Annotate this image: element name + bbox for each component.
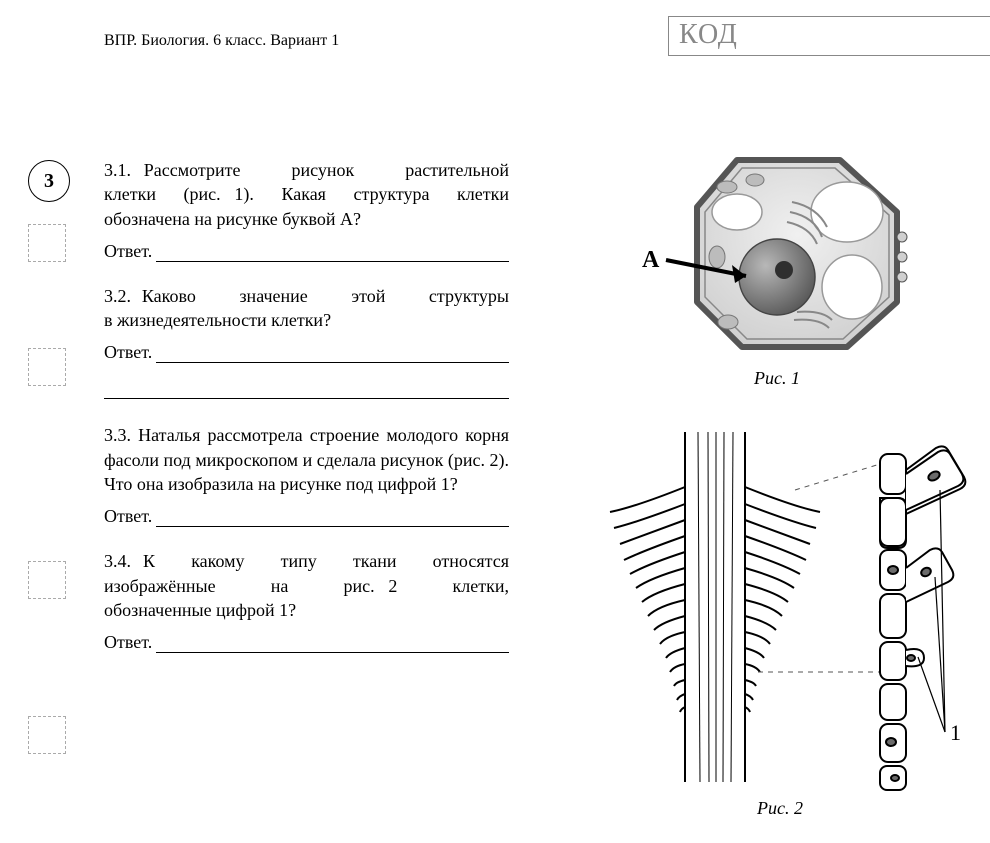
label-1-pointers	[918, 490, 945, 732]
score-checkbox-2[interactable]	[28, 348, 66, 386]
vacuole-icon	[712, 194, 762, 230]
vacuole-icon	[811, 182, 883, 242]
answer-blank[interactable]	[156, 244, 509, 262]
code-label: КОД	[679, 19, 738, 50]
projection-line	[795, 464, 880, 490]
questions-column: 3.1. Рассмотрите рисунок растительной кл…	[104, 158, 509, 667]
root-hairs-left	[610, 487, 685, 712]
question-3-1: 3.1. Рассмотрите рисунок растительной кл…	[104, 158, 509, 262]
plant-cell-diagram: А	[622, 142, 932, 362]
answer-label: Ответ.	[104, 632, 152, 653]
score-checkbox-1[interactable]	[28, 224, 66, 262]
figure-1: А Рис. 1	[622, 142, 932, 389]
answer-line-3-3[interactable]: Ответ.	[104, 506, 509, 527]
root-hairs-right	[745, 487, 820, 712]
nucleolus-icon	[775, 261, 793, 279]
answer-line-3-1[interactable]: Ответ.	[104, 241, 509, 262]
answer-label: Ответ.	[104, 241, 152, 262]
answer-blank[interactable]	[156, 345, 509, 363]
question-3-4-text: 3.4. К какому типу ткани относятся изобр…	[104, 549, 509, 622]
root-body	[685, 432, 745, 782]
vacuole-icon	[822, 255, 882, 319]
figure-1-marker: А	[642, 247, 660, 273]
question-3-3: 3.3. Наталья рассмотрела строение молодо…	[104, 423, 509, 527]
answer-line-3-2[interactable]: Ответ.	[104, 342, 509, 363]
answer-blank-extra[interactable]	[104, 377, 509, 399]
root-hair-diagram: 1	[590, 432, 970, 792]
nucleus-icon	[739, 239, 815, 315]
figure-2: 1 Рис. 2	[580, 432, 980, 819]
question-3-2: 3.2. Каково значение этой структуры в жи…	[104, 284, 509, 400]
question-3-3-text: 3.3. Наталья рассмотрела строение молодо…	[104, 423, 509, 496]
figure-2-marker: 1	[950, 720, 961, 745]
question-3-2-text: 3.2. Каково значение этой структуры в жи…	[104, 284, 509, 333]
answer-label: Ответ.	[104, 506, 152, 527]
score-checkbox-3[interactable]	[28, 561, 66, 599]
figure-1-caption: Рис. 1	[622, 368, 932, 389]
code-entry-box[interactable]: КОД	[668, 16, 990, 56]
figure-2-caption: Рис. 2	[580, 798, 980, 819]
score-checkbox-4[interactable]	[28, 716, 66, 754]
answer-blank[interactable]	[156, 635, 509, 653]
worksheet-page: ВПР. Биология. 6 класс. Вариант 1 КОД 3 …	[0, 0, 990, 843]
question-3-4: 3.4. К какому типу ткани относятся изобр…	[104, 549, 509, 653]
question-number-badge: 3	[28, 160, 70, 202]
header-subject: ВПР. Биология. 6 класс. Вариант 1	[104, 32, 339, 50]
answer-label: Ответ.	[104, 342, 152, 363]
answer-line-3-4[interactable]: Ответ.	[104, 632, 509, 653]
answer-blank[interactable]	[156, 509, 509, 527]
question-3-1-text: 3.1. Рассмотрите рисунок растительной кл…	[104, 158, 509, 231]
